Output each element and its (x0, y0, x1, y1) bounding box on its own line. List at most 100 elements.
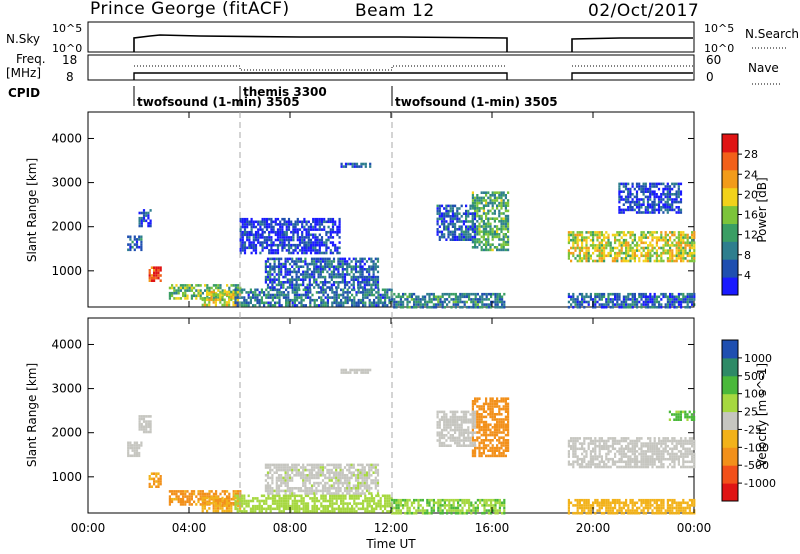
heatmap-cell (625, 249, 628, 252)
heatmap-cell (662, 246, 665, 250)
heatmap-cell (232, 293, 235, 296)
heatmap-cell (366, 507, 369, 511)
heatmap-cell (474, 303, 477, 306)
heatmap-cell (290, 230, 293, 234)
heatmap-cell (483, 506, 486, 510)
heatmap-cell (478, 222, 481, 226)
heatmap-cell (607, 300, 610, 304)
heatmap-cell (458, 217, 461, 221)
heatmap-cell (684, 236, 687, 239)
heatmap-cell (234, 288, 237, 292)
nsky-tick-bottom: 10^0 (52, 42, 82, 55)
heatmap-cell (329, 251, 332, 255)
heatmap-cell (644, 208, 647, 212)
colorbar-tick-label: 24 (744, 168, 758, 181)
heatmap-cell (308, 275, 311, 279)
heatmap-cell (252, 225, 255, 229)
heatmap-cell (489, 441, 492, 445)
heatmap-cell (374, 463, 377, 467)
heatmap-cell (494, 504, 497, 507)
heatmap-cell (208, 293, 211, 296)
heatmap-cell (618, 195, 621, 199)
heatmap-cell (598, 292, 601, 296)
heatmap-cell (263, 293, 266, 297)
heatmap-cell (252, 243, 255, 247)
heatmap-cell (388, 288, 391, 292)
heatmap-cell (607, 241, 610, 245)
heatmap-cell (313, 468, 316, 472)
heatmap-cell (148, 279, 151, 282)
colorbar-swatch (722, 151, 738, 171)
heatmap-cell (269, 296, 272, 299)
heatmap-cell (368, 273, 371, 276)
heatmap-cell (279, 220, 282, 224)
heatmap-cell (337, 497, 340, 500)
heatmap-cell (300, 497, 303, 500)
heatmap-cell (243, 230, 247, 234)
heatmap-cell (351, 288, 354, 292)
heatmap-cell (249, 298, 252, 302)
heatmap-cell (485, 446, 488, 450)
heatmap-cell (358, 368, 361, 372)
heatmap-cell (264, 278, 267, 281)
heatmap-cell (355, 165, 359, 168)
heatmap-cell (326, 476, 329, 480)
heatmap-cell (485, 227, 488, 231)
heatmap-cell (321, 487, 325, 490)
heatmap-cell (324, 507, 327, 511)
heatmap-cell (493, 405, 496, 408)
heatmap-cell (256, 288, 259, 292)
heatmap-cell (286, 257, 289, 261)
heatmap-cell (316, 220, 319, 224)
heatmap-cell (293, 463, 296, 467)
heatmap-cell (361, 468, 364, 472)
heatmap-cell (478, 397, 481, 400)
heatmap-cell (459, 498, 462, 502)
heatmap-cell (489, 415, 492, 419)
heatmap-cell (607, 298, 610, 301)
heatmap-cell (219, 507, 222, 510)
heatmap-cell (299, 273, 303, 276)
heatmap-cell (252, 293, 255, 297)
heatmap-cell (298, 288, 301, 292)
heatmap-cell (671, 292, 674, 296)
heatmap-cell (436, 220, 439, 223)
heatmap-cell (248, 236, 251, 239)
heatmap-cell (127, 235, 130, 239)
heatmap-cell (306, 476, 309, 480)
heatmap-cell (157, 485, 160, 488)
nsky-panel: N.Sky 10^5 10^0 10^5 10^0 N.Search (6, 21, 799, 55)
heatmap-cell (673, 185, 676, 188)
heatmap-cell (342, 165, 345, 168)
heatmap-cell (282, 291, 285, 294)
heatmap-cell (502, 248, 505, 252)
heatmap-cell (292, 233, 295, 237)
heatmap-cell (666, 295, 669, 299)
heatmap-cell (307, 504, 310, 508)
heatmap-cell (436, 421, 439, 424)
heatmap-cell (206, 509, 209, 513)
heatmap-cell (127, 444, 130, 447)
heatmap-cell (278, 510, 281, 513)
heatmap-cell (341, 281, 344, 284)
heatmap-cell (219, 501, 222, 505)
heatmap-cell (348, 489, 351, 493)
heatmap-cell (450, 292, 453, 296)
heatmap-cell (457, 298, 460, 301)
heatmap-cell (349, 162, 352, 166)
heatmap-cell (271, 497, 274, 500)
heatmap-cell (638, 236, 641, 239)
heatmap-cell (504, 225, 507, 228)
heatmap-cell (329, 494, 332, 498)
heatmap-cell (438, 426, 441, 429)
heatmap-cell (359, 492, 362, 495)
heatmap-cell (245, 301, 248, 305)
heatmap-cell (657, 195, 661, 199)
heatmap-cell (217, 499, 220, 502)
heatmap-cell (480, 235, 483, 239)
heatmap-cell (482, 433, 485, 437)
heatmap-cell (193, 500, 196, 504)
heatmap-cell (279, 228, 282, 231)
heatmap-cell (326, 471, 329, 474)
heatmap-cell (241, 296, 244, 299)
